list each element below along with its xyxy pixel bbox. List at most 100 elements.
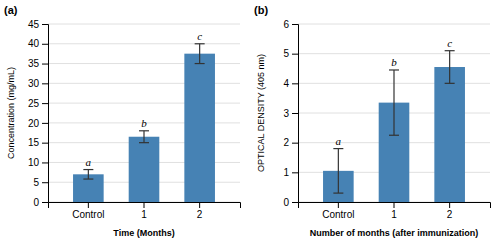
axis-line [42,25,49,203]
axis-line [292,25,299,203]
tick: 0 [283,197,298,208]
tick-mark [292,24,298,25]
tick-mark [42,162,48,163]
tick-mark [42,44,48,45]
tick-mark [42,182,48,183]
tick: 10 [28,157,48,168]
annotation: b [141,117,147,129]
annotation: b [391,56,397,68]
error-cap [195,43,205,44]
tick: 0 [33,197,48,208]
title: (a) [4,4,18,16]
tick: 6 [283,19,298,30]
tick-label: 10 [28,157,40,168]
annotation: a [336,135,342,147]
y-axis: 0 5 10 15 20 25 30 35 40 45 [28,19,49,208]
tick-label: 2 [447,209,453,220]
tick-label: 1 [283,167,289,178]
tick: Control [322,202,354,220]
tick-label: 2 [197,209,203,220]
error-line [143,131,144,143]
tick-label: 15 [28,137,40,148]
annotation: a [86,156,92,168]
grid-line [48,24,240,25]
marks [323,51,465,202]
tick-mark [144,202,145,208]
axis-line [299,203,491,209]
error-cap [445,83,455,84]
annotation: c [447,37,452,49]
error-cap [333,148,343,149]
tick-label: 3 [283,108,289,119]
tick-mark [42,83,48,84]
y-axis-title: Concentration (mg/mL) [6,67,16,159]
tick-label: 1 [391,209,397,220]
error-cap [139,142,149,143]
grid-line [298,24,490,25]
error-line [338,149,339,194]
tick-label: 20 [28,118,40,129]
tick-mark [292,83,298,84]
tick-mark [199,202,200,208]
bar [184,54,215,202]
error-bar [139,131,149,143]
x-axis-title: Time (Months) [113,228,174,238]
bar [129,137,160,202]
chart: 051015202530354045Control12abcTime (Mont… [0,0,500,244]
tick-mark [42,143,48,144]
error-cap [139,130,149,131]
tick-label: 30 [28,78,40,89]
tick: 35 [28,58,48,69]
tick-mark [292,172,298,173]
tick-label: Control [72,209,104,220]
tick: 5 [283,48,298,59]
error-cap [389,135,399,136]
tick: 45 [28,19,48,30]
tick: 30 [28,78,48,89]
panel: 0 5 10 15 20 25 30 35 40 45 Control 1 2 a b c Time (Mont… [4,4,241,238]
tick: 1 [141,202,147,220]
tick-label: 45 [28,19,40,30]
tick-mark [42,64,48,65]
tick-label: 25 [28,98,40,109]
tick: 2 [283,137,298,148]
x-axis-title: Number of months (after immunization) [310,228,479,238]
tick-mark [449,202,450,208]
error-cap [83,169,93,170]
tick-mark [394,202,395,208]
y-axis-title: OPTICAL DENSITY (405 nm) [256,54,266,172]
grid-line [48,43,240,44]
error-line [199,44,200,64]
tick-mark [338,202,339,208]
tick-mark [292,202,298,203]
tick: 1 [391,202,397,220]
tick-mark [42,202,48,203]
error-line [449,51,450,84]
tick-label: 5 [33,177,39,188]
grid [298,24,490,202]
tick: 3 [283,108,298,119]
tick-mark [292,143,298,144]
y-axis: 0 1 2 3 4 5 6 [283,19,298,208]
error-line [393,70,394,135]
annotation: c [197,30,202,42]
tick: 4 [283,78,298,89]
tick-mark [88,202,89,208]
tick-label: 4 [283,78,289,89]
tick-label: 5 [283,48,289,59]
tick: Control [72,202,104,220]
marks [73,44,215,202]
tick: 15 [28,137,48,148]
error-bar [83,170,93,179]
tick: 5 [33,177,48,188]
bar [73,174,104,202]
tick: 2 [447,202,453,220]
tick-mark [292,113,298,114]
tick: 1 [283,167,298,178]
x-axis: Control 1 2 [299,202,491,220]
grid [48,24,240,202]
tick-mark [42,123,48,124]
tick: 2 [197,202,203,220]
title: (b) [254,4,268,16]
tick: 40 [28,38,48,49]
